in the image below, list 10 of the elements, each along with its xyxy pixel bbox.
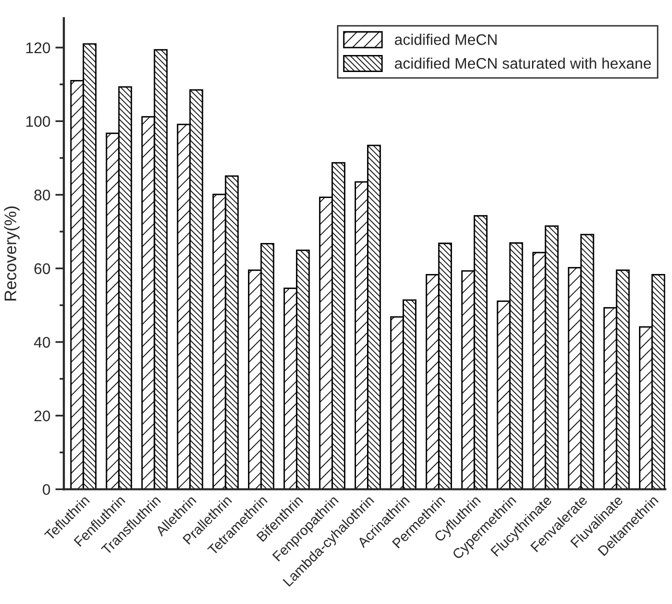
legend-label: acidified MeCN bbox=[394, 34, 497, 46]
y-axis-title: Recovery(%) bbox=[4, 206, 20, 300]
y-tick-label: 40 bbox=[34, 336, 50, 348]
y-tick-label: 120 bbox=[26, 42, 50, 54]
legend-label: acidified MeCN saturated with hexane bbox=[394, 58, 651, 69]
y-tick-label: 20 bbox=[34, 410, 50, 422]
y-tick-label: 80 bbox=[34, 190, 50, 200]
y-tick-label: 100 bbox=[26, 116, 50, 127]
y-tick-label: 60 bbox=[34, 263, 50, 274]
y-tick-label: 0 bbox=[42, 484, 50, 495]
